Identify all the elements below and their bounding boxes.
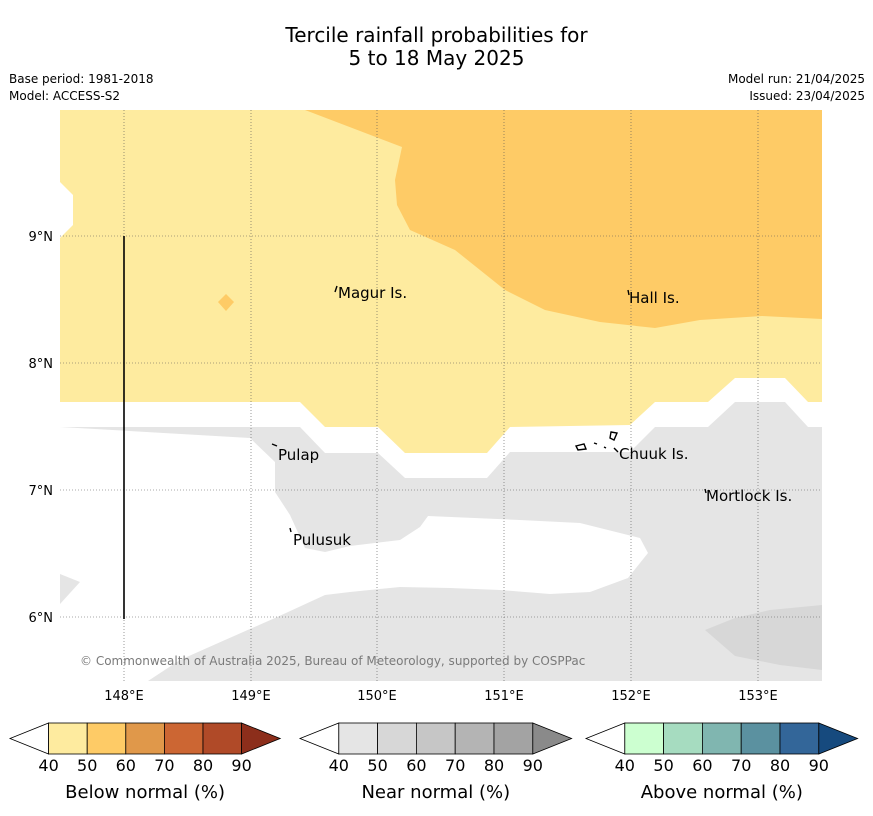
below-50-60-small-patch bbox=[218, 294, 234, 311]
lat-tick-9n: 9°N bbox=[29, 230, 54, 245]
colorbar-under-triangle bbox=[298, 722, 340, 755]
colorbar-cell bbox=[48, 722, 88, 755]
colorbar-cell bbox=[493, 722, 534, 755]
colorbar-under-triangle bbox=[584, 722, 626, 755]
lat-tick-6n: 6°N bbox=[29, 611, 54, 626]
colorbar-cell bbox=[702, 722, 742, 755]
base-period-text: Base period: 1981-2018 bbox=[9, 72, 154, 86]
colorbar-cell bbox=[454, 722, 495, 755]
place-mortlock: Mortlock Is. bbox=[706, 487, 792, 505]
lon-tick-153e: 153°E bbox=[738, 689, 778, 704]
colorbar-above-normal: 40 50 60 70 80 90 Above normal (%) bbox=[584, 722, 859, 803]
colorbar-tick-label: 80 bbox=[770, 756, 790, 775]
colorbar-tick-label: 90 bbox=[523, 756, 543, 775]
colorbar-tick-label: 40 bbox=[329, 756, 349, 775]
colorbar-tick-label: 40 bbox=[615, 756, 635, 775]
colorbar-cell bbox=[415, 722, 456, 755]
model-text: Model: ACCESS-S2 bbox=[9, 89, 121, 103]
lon-tick-149e: 149°E bbox=[231, 689, 271, 704]
colorbar-tick-label: 70 bbox=[445, 756, 465, 775]
lon-tick-148e: 148°E bbox=[104, 689, 144, 704]
near-40-50-corner bbox=[60, 574, 80, 604]
colorbar-tick-label: 70 bbox=[731, 756, 751, 775]
colorbar-cell bbox=[86, 722, 127, 755]
graticule bbox=[60, 110, 822, 681]
colorbar-tick-label: 60 bbox=[406, 756, 426, 775]
place-pulusuk: Pulusuk bbox=[293, 531, 351, 549]
colorbar-below-normal: 40 50 60 70 80 90 Below normal (%) bbox=[8, 722, 282, 803]
colorbar-tick-label: 50 bbox=[77, 756, 97, 775]
colorbar-near-normal: 40 50 60 70 80 90 Near normal (%) bbox=[298, 722, 573, 803]
lon-tick-150e: 150°E bbox=[357, 689, 397, 704]
colorbar-cell bbox=[740, 722, 781, 755]
colorbar-cell bbox=[202, 722, 242, 755]
island-markers bbox=[271, 285, 707, 533]
colorbar-tick-label: 60 bbox=[116, 756, 136, 775]
below-50-60-region bbox=[305, 110, 822, 328]
colorbar-title: Above normal (%) bbox=[641, 782, 803, 803]
lon-tick-152e: 152°E bbox=[611, 689, 651, 704]
chart-title-line1: Tercile rainfall probabilities for bbox=[285, 23, 588, 47]
colorbar-cell bbox=[125, 722, 165, 755]
colorbar-tick-label: 60 bbox=[692, 756, 712, 775]
near-40-50-region bbox=[60, 402, 822, 681]
colorbar-cell bbox=[338, 722, 378, 755]
meta-right: Model run: 21/04/2025 Issued: 23/04/2025 bbox=[728, 71, 865, 105]
map-area: Magur Is. Hall Is. Pulap Chuuk Is. Mortl… bbox=[60, 110, 822, 681]
colorbar-under-triangle bbox=[8, 722, 49, 755]
lat-tick-7n: 7°N bbox=[29, 484, 54, 499]
colorbar-tick-label: 50 bbox=[367, 756, 387, 775]
colorbar-title: Near normal (%) bbox=[361, 782, 510, 803]
place-magur: Magur Is. bbox=[338, 284, 407, 302]
place-hall: Hall Is. bbox=[629, 289, 680, 307]
copyright-text: © Commonwealth of Australia 2025, Bureau… bbox=[80, 654, 585, 668]
colorbar-title: Below normal (%) bbox=[65, 782, 225, 803]
colorbar-cell bbox=[163, 722, 204, 755]
colorbar-tick-label: 90 bbox=[809, 756, 829, 775]
colorbar-cell bbox=[779, 722, 820, 755]
chart-title-line2: 5 to 18 May 2025 bbox=[348, 46, 525, 70]
colorbar-tick-label: 70 bbox=[154, 756, 174, 775]
colorbar-tick-label: 90 bbox=[231, 756, 251, 775]
colorbar-over-triangle bbox=[818, 722, 859, 755]
colorbar-tick-label: 80 bbox=[193, 756, 213, 775]
colorbar-cell bbox=[624, 722, 664, 755]
model-run-text: Model run: 21/04/2025 bbox=[727, 72, 865, 86]
colorbar-cell bbox=[377, 722, 417, 755]
colorbar-tick-label: 40 bbox=[38, 756, 58, 775]
meta-left: Base period: 1981-2018 Model: ACCESS-S2 bbox=[9, 71, 154, 105]
issued-text: Issued: 23/04/2025 bbox=[749, 89, 865, 103]
colorbar-tick-label: 80 bbox=[484, 756, 504, 775]
colorbar-cell bbox=[663, 722, 703, 755]
colorbar-tick-label: 50 bbox=[653, 756, 673, 775]
place-chuuk: Chuuk Is. bbox=[619, 445, 688, 463]
near-50-60-region bbox=[705, 605, 822, 670]
place-pulap: Pulap bbox=[278, 446, 319, 464]
left-edge-gap bbox=[60, 182, 73, 238]
colorbar-over-triangle bbox=[241, 722, 282, 755]
lat-tick-8n: 8°N bbox=[29, 357, 54, 372]
colorbar-over-triangle bbox=[532, 722, 573, 755]
lon-tick-151e: 151°E bbox=[484, 689, 524, 704]
